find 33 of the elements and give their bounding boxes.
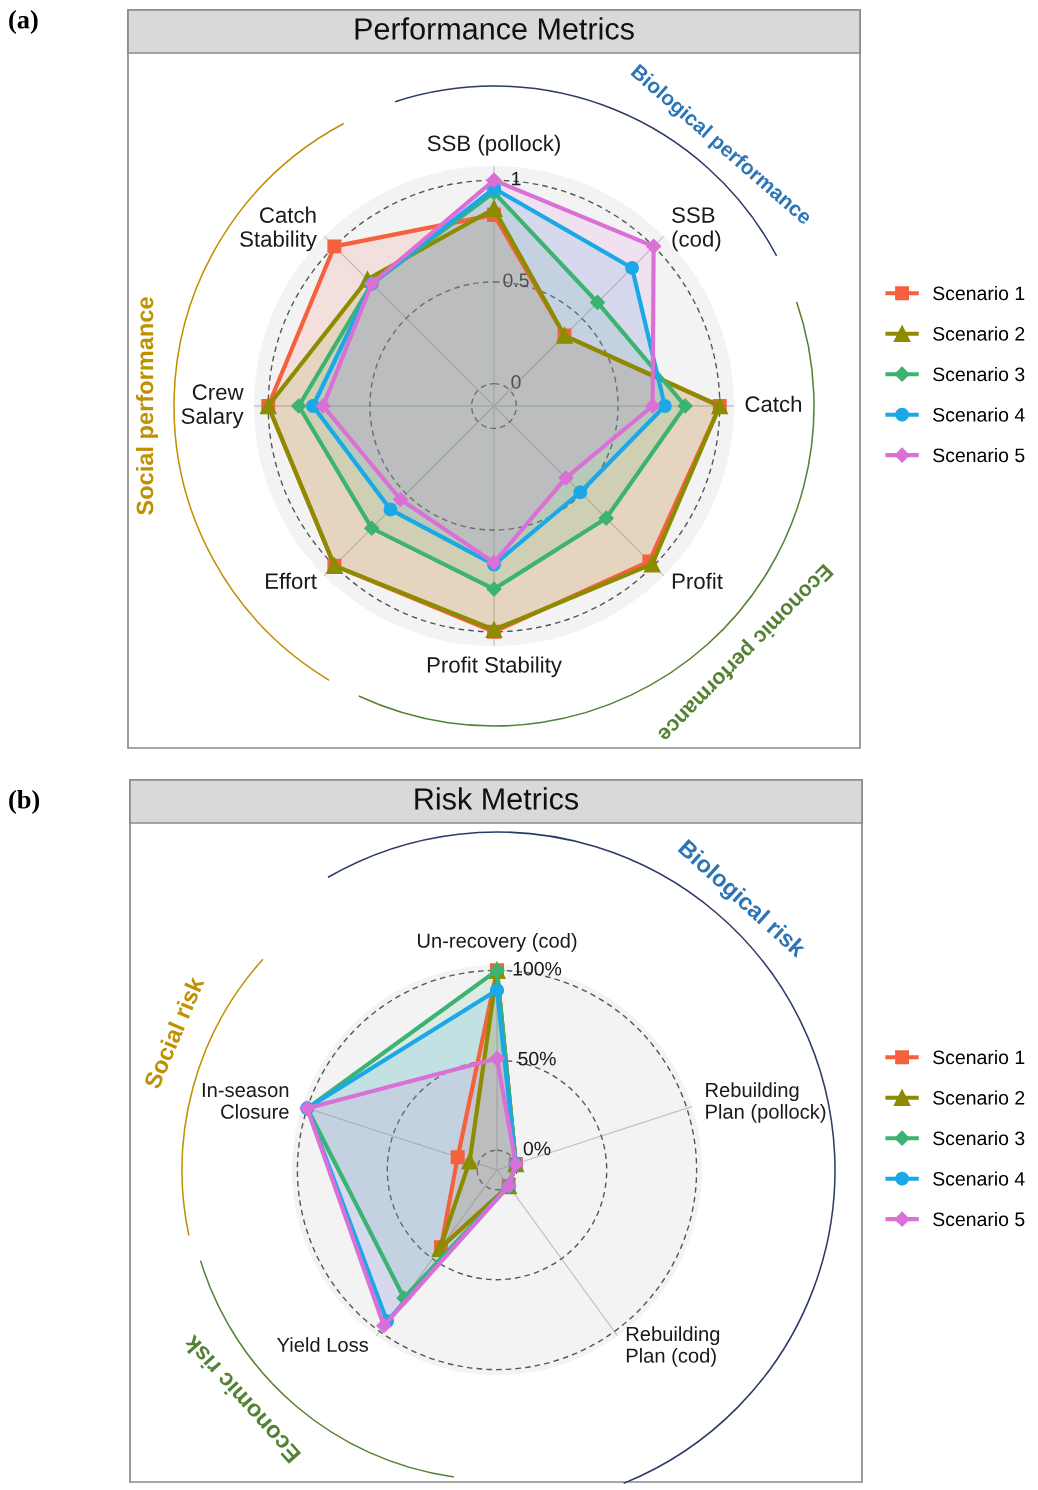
spoke-label: Catch [745,395,802,412]
spoke-label: Yield Loss [277,1337,369,1352]
legend-label: Scenario 1 [933,285,1025,301]
text: (a) [9,10,38,34]
chart-title: Risk Metrics [415,787,579,810]
text: Social performance [136,297,159,515]
legend-label: Scenario 2 [933,326,1025,341]
y-tick-label: 0% [523,1141,551,1156]
legend-label: Scenario 3 [933,366,1025,382]
spoke-label: Effort [266,572,317,590]
legend-label: Scenario 4 [933,1171,1025,1186]
legend-label: Scenario 5 [933,1211,1025,1227]
y-tick-label: 1 [512,171,521,186]
spoke-label: Un-recovery (cod) [417,933,577,952]
spoke-label: Crew Salary [181,384,244,429]
spoke-label: Profit [672,572,723,590]
text: (b) [9,790,40,814]
spoke-label: Rebuilding Plan (cod) [626,1326,720,1367]
legend-label: Scenario 1 [933,1049,1025,1065]
legend-label: Scenario 2 [933,1090,1025,1105]
y-tick-label: 50% [518,1051,556,1066]
legend-label: Scenario 5 [933,447,1025,463]
y-tick-label: 100% [513,961,562,976]
y-tick-label: 0 [511,375,521,389]
spoke-label: Profit Stability [427,656,562,678]
legend-label: Scenario 4 [933,407,1025,422]
chart-title: Performance Metrics [355,17,634,40]
spoke-label: In-season Closure [202,1083,289,1119]
y-tick-label: 0.5 [503,273,529,288]
spoke-label: SSB (pollock) [427,134,560,156]
legend-label: Scenario 3 [933,1130,1025,1146]
spoke-label: Catch Stability [240,206,317,252]
spoke-label: Rebuilding Plan (pollock) [706,1082,826,1123]
